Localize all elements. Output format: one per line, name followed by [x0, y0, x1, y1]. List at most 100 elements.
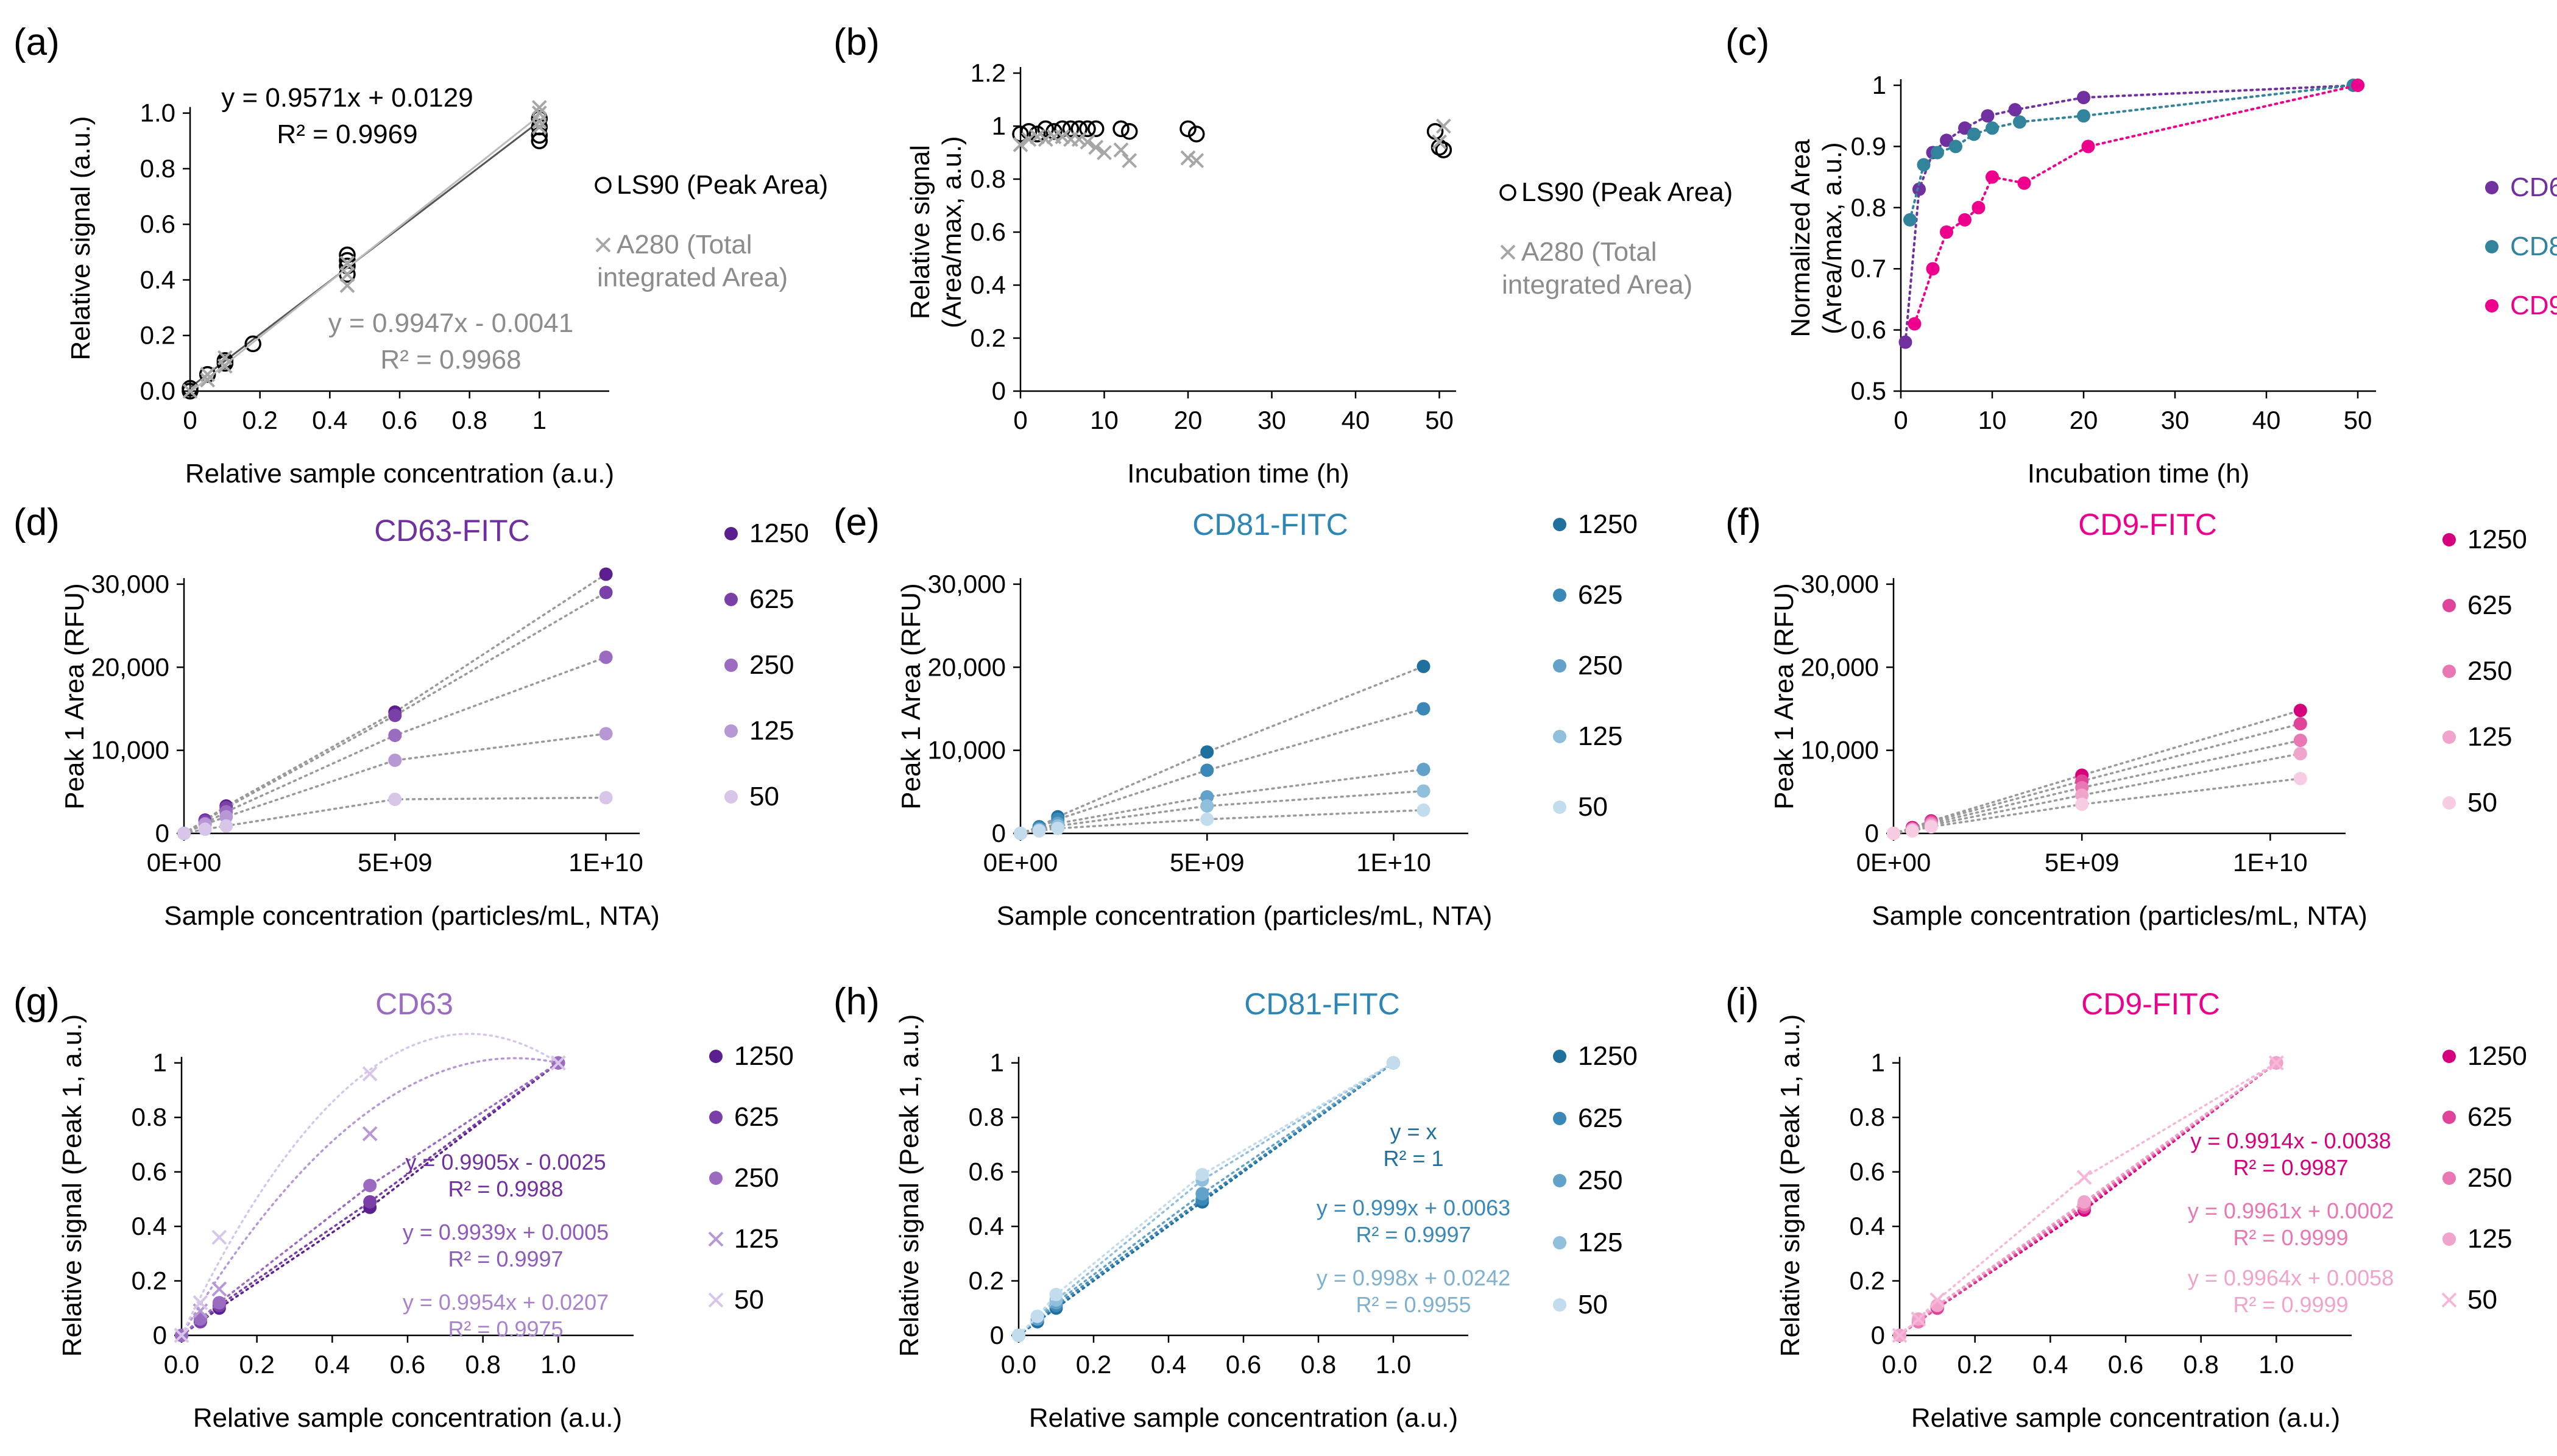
- legend-label: 250: [2467, 656, 2512, 686]
- x-tick-label: 1E+10: [1356, 848, 1431, 877]
- data-point-stroke: [1435, 118, 1451, 134]
- data-point-stroke: [1432, 134, 1447, 150]
- x-tick-label: 0.4: [1151, 1350, 1186, 1379]
- data-point: [2293, 772, 2307, 785]
- data-point: [362, 1126, 378, 1142]
- data-point: [1931, 146, 1944, 160]
- x-axis-title: Relative sample concentration (a.u.): [185, 459, 614, 489]
- y-tick-label: 0.2: [971, 323, 1006, 352]
- legend-marker: [1553, 1298, 1566, 1312]
- data-point: [1416, 659, 1431, 673]
- data-point: [1088, 140, 1104, 155]
- data-point: [1949, 140, 1962, 154]
- data-point: [193, 1295, 208, 1310]
- x-tick-label: 20: [1174, 406, 1203, 434]
- panel-label: (e): [833, 501, 880, 543]
- data-point-stroke: [339, 255, 355, 271]
- x-tick-label: 0: [183, 406, 197, 434]
- trendline: [180, 1061, 560, 1337]
- data-point: [1097, 145, 1112, 160]
- data-point: [1929, 1292, 1945, 1308]
- data-point-stroke: [339, 278, 355, 293]
- fit-r2: R² = 0.9999: [2233, 1225, 2348, 1250]
- legend-marker: [1553, 1050, 1566, 1063]
- data-point: [211, 1229, 227, 1245]
- data-point: [388, 709, 402, 723]
- legend-marker: [2442, 533, 2456, 546]
- y-axis-title: Relative signal(Area/max, a.u.): [905, 136, 967, 328]
- data-point-stroke: [1021, 132, 1037, 147]
- chart-title: CD63-FITC: [374, 514, 530, 548]
- data-point: [531, 118, 548, 136]
- y-tick-label: 0.0: [140, 376, 175, 405]
- trendline: [1017, 1061, 1395, 1337]
- fit-r2: R² = 0.9955: [1356, 1292, 1471, 1317]
- data-point: [1200, 812, 1214, 826]
- data-point: [1045, 122, 1063, 140]
- data-point: [182, 380, 199, 397]
- panel-label: (a): [13, 21, 60, 63]
- y-tick-label: 0.6: [132, 1157, 167, 1186]
- legend-marker: [708, 1292, 724, 1308]
- panel-c: (c) 0 10 20 30 40 50 0.5 0.6 0.7 0.8 0.9 1 Incubation…: [1725, 21, 2557, 489]
- y-axis-title: Normalized Area(Area/max, a.u.): [1786, 139, 1847, 337]
- legend-label-line: A280 (Total: [1521, 237, 1657, 267]
- y-axis-title: Peak 1 Area (RFU): [896, 583, 926, 810]
- data-point: [2293, 704, 2307, 718]
- data-point-stroke: [182, 383, 198, 399]
- data-point: [363, 1179, 377, 1192]
- x-tick-label: 0.6: [1226, 1350, 1261, 1379]
- legend-marker: [1553, 1112, 1566, 1125]
- legend-label: A280 (Total integrated Area): [1502, 237, 1692, 300]
- data-point: [1195, 1168, 1209, 1182]
- data-point: [1200, 799, 1214, 813]
- data-point-stroke: [217, 350, 233, 366]
- data-point: [2077, 1195, 2091, 1209]
- data-point: [1435, 141, 1452, 158]
- data-point: [1911, 1311, 1926, 1327]
- data-point: [1200, 745, 1214, 759]
- data-point: [200, 367, 216, 383]
- legend-label: 1250: [749, 518, 809, 548]
- y-tick-label: 0: [992, 376, 1006, 405]
- y-tick-label: 30,000: [91, 570, 169, 598]
- trendline: [1898, 1061, 2278, 1337]
- data-point-stroke: [1929, 1292, 1945, 1308]
- panel-h: (h) CD81-FITC 0.0 0.2 0.4 0.6 0.8 1.0 0 0.2 0.4 0.6…: [833, 981, 1638, 1433]
- fit-equation: y = 0.9905x - 0.0025: [405, 1150, 606, 1175]
- data-point: [1416, 702, 1431, 716]
- trendline: [183, 732, 607, 835]
- trendline: [183, 656, 607, 835]
- data-point: [531, 100, 547, 115]
- data-point: [198, 822, 212, 836]
- data-point-stroke: [1892, 1327, 1908, 1343]
- x-tick-label: 0.6: [390, 1350, 425, 1379]
- y-tick-label: 20,000: [91, 652, 169, 681]
- panel-label: (c): [1725, 21, 1769, 63]
- data-point: [2077, 109, 2090, 123]
- y-tick-label: 0.8: [969, 1103, 1004, 1131]
- data-point: [2013, 115, 2026, 129]
- y-axis-title: Relative signal (Peak 1, a.u.): [57, 1014, 87, 1357]
- legend-marker: [1553, 1174, 1566, 1187]
- data-point: [1387, 1056, 1400, 1070]
- x-axis-title: Sample concentration (particles/mL, NTA): [164, 901, 659, 931]
- legend-label-line: integrated Area): [1502, 270, 1692, 300]
- data-point: [1972, 200, 1986, 214]
- data-point: [1088, 120, 1105, 138]
- legend-label: 625: [749, 584, 794, 614]
- y-tick-label: 0.2: [132, 1267, 167, 1295]
- data-point: [1080, 134, 1095, 150]
- data-point: [1079, 120, 1096, 138]
- data-point-stroke: [211, 1281, 227, 1297]
- data-point: [1030, 129, 1045, 144]
- x-tick-label: 0.2: [1076, 1350, 1111, 1379]
- chart-title: CD81-FITC: [1244, 987, 1400, 1021]
- y-tick-label: 0.2: [969, 1267, 1004, 1295]
- y-axis-title-line: (Area/max, a.u.): [937, 136, 967, 328]
- x-tick-label: 0.6: [2108, 1350, 2143, 1379]
- x-tick-label: 40: [1342, 406, 1370, 434]
- data-point: [1986, 170, 1999, 184]
- y-tick-label: 1.2: [971, 58, 1006, 87]
- legend-marker: [2442, 1111, 2456, 1124]
